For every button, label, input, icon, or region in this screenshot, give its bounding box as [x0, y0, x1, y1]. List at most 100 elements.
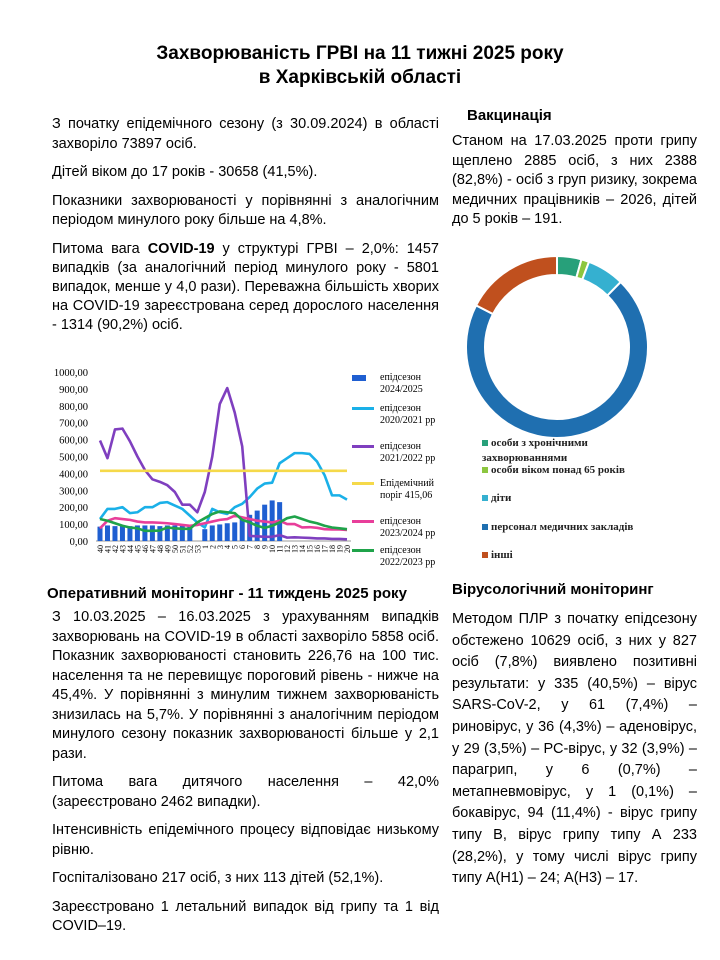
chart-legend-item: епідсезон 2023/2024 рр [352, 516, 442, 540]
legend-swatch [482, 467, 488, 473]
y-tick-label: 900,00 [59, 385, 88, 396]
bar-2024-2025 [104, 525, 110, 541]
monitoring-text: З 10.03.2025 – 16.03.2025 з урахуванням … [52, 608, 439, 946]
title-line-2: в Харківській області [258, 67, 462, 88]
legend-label: епідсезон 2020/2021 рр [380, 403, 436, 426]
chart-legend-item: епідсезон 2021/2022 рр [352, 441, 442, 465]
chart-legend-item: Епідемічний поріг 415,06 [352, 478, 442, 502]
x-tick-label: 3 [216, 545, 225, 549]
p4-bold: COVID-19 [147, 240, 215, 257]
x-tick-label: 14 [298, 545, 307, 553]
y-tick-label: 1000,00 [54, 368, 88, 379]
x-tick-label: 53 [193, 545, 202, 553]
legend-label: епідсезон 2023/2024 рр [380, 516, 436, 539]
x-tick-label: 10 [268, 545, 277, 553]
intro-p2: Дітей віком до 17 років - 30658 (41,5%). [52, 164, 318, 180]
x-tick-label: 46 [141, 545, 150, 553]
x-tick-label: 6 [238, 545, 247, 549]
incidence-chart: 0,00 100,00 200,00 300,00 400,00 500,00 600,00… [54, 368, 352, 553]
x-tick-label: 16 [313, 545, 322, 553]
bar-2024-2025 [164, 525, 170, 541]
donut-legend-item: інші [482, 548, 682, 563]
intro-p1: З початку епідемічного сезону (з 30.09.2… [52, 116, 439, 152]
series-line [98, 451, 348, 529]
bar-2024-2025 [202, 529, 208, 541]
x-tick-label: 48 [156, 545, 165, 553]
chart-legend-item: епідсезон 2022/2023 рр [352, 545, 442, 569]
x-tick-label: 11 [276, 545, 285, 553]
x-tick-label: 5 [231, 545, 240, 549]
x-tick-label: 44 [126, 545, 135, 553]
monitoring-p5: Зареєстровано 1 летальний випадок від гр… [52, 898, 439, 935]
x-tick-label: 51 [178, 545, 187, 553]
monitoring-p4: Госпіталізовано 217 осіб, з них 113 діте… [52, 870, 384, 886]
legend-swatch [352, 520, 374, 523]
p4-pre: Питома вага [52, 240, 148, 257]
x-tick-label: 12 [283, 545, 292, 553]
x-tick-label: 19 [336, 545, 345, 553]
y-tick-label: 0,00 [70, 537, 88, 548]
donut-slice [465, 280, 649, 439]
intro-p4: Питома вага COVID-19 у структурі ГРВІ – … [52, 240, 439, 335]
legend-swatch [482, 524, 488, 530]
virology-heading: Вірусологічний моніторинг [452, 581, 654, 598]
bar-2024-2025 [232, 522, 238, 541]
x-tick-label: 9 [261, 545, 270, 549]
monitoring-p2: Питома вага дитячого населення – 42,0% (… [52, 774, 439, 810]
legend-label: епідсезон 2021/2022 рр [380, 441, 436, 464]
p4-post: у структурі ГРВІ – 2,0%: 1457 випадків (… [52, 240, 439, 333]
bar-2024-2025 [179, 525, 185, 541]
x-tick-label: 49 [163, 545, 172, 553]
legend-swatch [352, 482, 374, 485]
bar-2024-2025 [134, 525, 140, 541]
legend-label: інші [491, 549, 513, 561]
bar-2024-2025 [142, 525, 148, 541]
bar-2024-2025 [157, 526, 163, 541]
legend-label: епідсезон 2024/2025 [380, 372, 423, 395]
x-tick-label: 2 [208, 545, 217, 549]
x-tick-label: 41 [103, 545, 112, 553]
x-tick-label: 4 [223, 545, 232, 549]
y-tick-label: 600,00 [59, 436, 88, 447]
chart-legend-item: епідсезон 2020/2021 рр [352, 403, 442, 427]
monitoring-heading: Оперативний моніторинг - 11 тиждень 2025… [47, 585, 407, 602]
legend-label: особи з хронічними захворюваннями [482, 437, 588, 464]
donut-legend-item: особи з хронічними захворюваннями [482, 436, 632, 466]
bar-2024-2025 [187, 525, 193, 541]
donut-legend-item: особи віком понад 65 років [482, 463, 682, 478]
x-tick-label: 1 [201, 545, 210, 549]
vaccination-heading: Вакцинація [467, 107, 552, 124]
legend-swatch [352, 407, 374, 410]
x-tick-label: 18 [328, 545, 337, 553]
virology-text: Методом ПЛР з початку епідсезону обстеже… [452, 611, 697, 887]
donut-legend-item: персонал медичних закладів [482, 520, 682, 535]
y-tick-label: 300,00 [59, 486, 88, 497]
monitoring-p1: З 10.03.2025 – 16.03.2025 з урахуванням … [52, 609, 439, 762]
x-tick-label: 40 [96, 545, 105, 553]
x-tick-label: 42 [111, 545, 120, 553]
x-tick-label: 15 [306, 545, 315, 553]
legend-label: особи віком понад 65 років [491, 464, 625, 476]
legend-swatch [482, 552, 488, 558]
series-line [98, 386, 348, 541]
y-tick-label: 800,00 [59, 402, 88, 413]
x-tick-label: 13 [291, 545, 300, 553]
bar-2024-2025 [149, 525, 155, 541]
bar-2024-2025 [224, 523, 230, 541]
intro-text: З початку епідемічного сезону (з 30.09.2… [52, 115, 439, 344]
y-tick-label: 100,00 [59, 520, 88, 531]
x-tick-label: 7 [246, 545, 255, 549]
series-line [99, 510, 348, 533]
bar-2024-2025 [127, 526, 133, 541]
legend-swatch [352, 375, 366, 381]
donut-legend-item: діти [482, 491, 682, 506]
vaccination-text: Станом на 17.03.2025 проти грипу щеплено… [452, 133, 697, 227]
y-tick-label: 500,00 [59, 453, 88, 464]
chart-legend-item: епідсезон 2024/2025 [352, 372, 442, 396]
series-line [99, 514, 348, 532]
y-tick-label: 400,00 [59, 469, 88, 480]
legend-swatch [482, 495, 488, 501]
legend-label: епідсезон 2022/2023 рр [380, 545, 436, 568]
bar-2024-2025 [112, 526, 118, 541]
